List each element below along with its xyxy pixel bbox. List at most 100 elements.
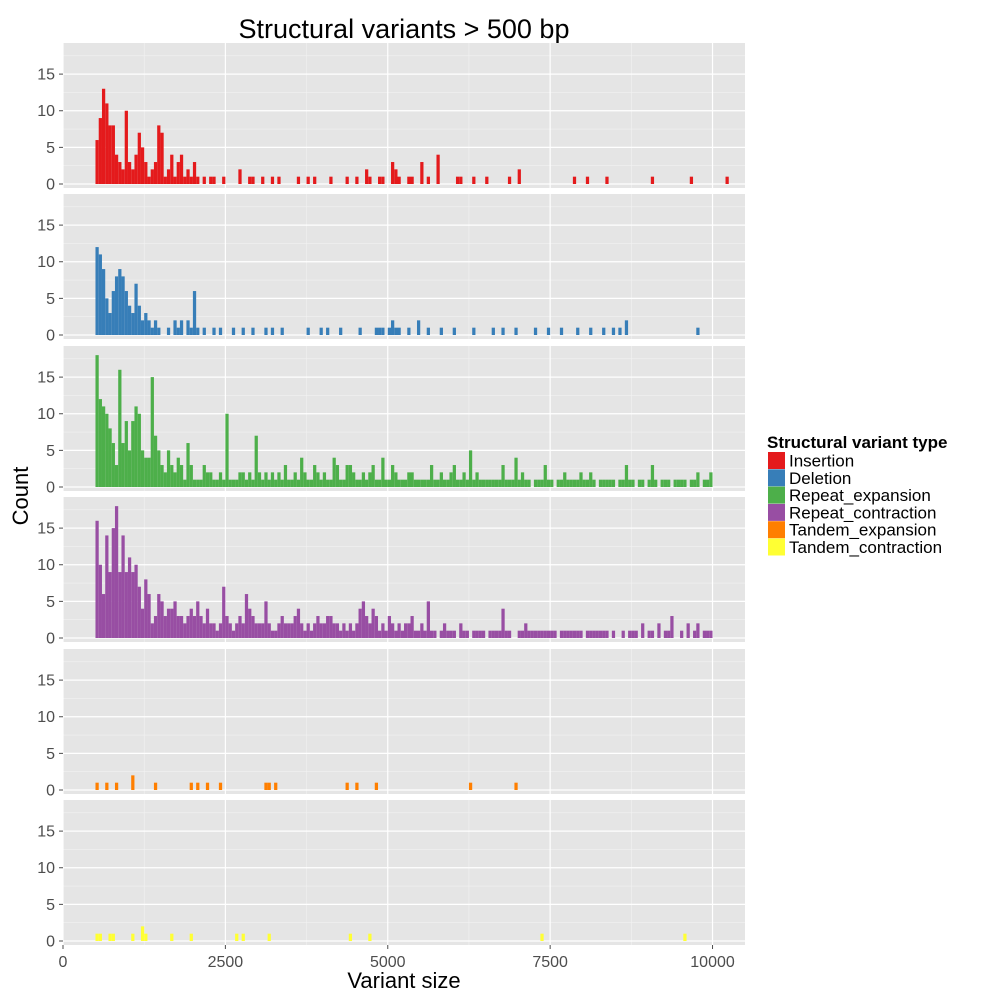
histogram-bar — [202, 465, 206, 487]
histogram-bar — [576, 327, 580, 335]
histogram-bar — [624, 465, 629, 487]
histogram-bar — [147, 176, 151, 184]
histogram-bar — [238, 616, 242, 638]
histogram-bar — [472, 327, 476, 335]
histogram-bar — [348, 465, 353, 487]
histogram-bar — [144, 313, 148, 335]
histogram-bar — [468, 450, 473, 487]
histogram-bar — [420, 479, 424, 487]
histogram-bar — [407, 327, 411, 335]
histogram-bar — [374, 327, 379, 335]
histogram-bar — [608, 479, 612, 487]
histogram-bar — [676, 479, 681, 487]
legend-item-tandem-expansion: Tandem_expansion — [768, 521, 936, 540]
histogram-bar — [426, 176, 430, 184]
histogram-bar — [446, 630, 450, 638]
histogram-bar — [365, 169, 369, 184]
histogram-bar — [173, 472, 177, 487]
histogram-bar — [339, 479, 343, 487]
histogram-bar — [410, 472, 414, 487]
legend-item-repeat-contraction: Repeat_contraction — [768, 503, 936, 522]
histogram-bar — [345, 465, 349, 487]
histogram-bar — [368, 472, 372, 487]
histogram-bar — [95, 520, 99, 638]
histogram-bar — [147, 320, 151, 335]
histogram-bar — [391, 465, 395, 487]
histogram-bar — [192, 479, 197, 487]
histogram-bar — [504, 479, 508, 487]
histogram-bar — [667, 479, 671, 487]
histogram-bar — [101, 88, 106, 184]
histogram-bar — [543, 465, 547, 487]
x-axis-title: Variant size — [347, 968, 460, 993]
legend-item-insertion: Insertion — [768, 452, 854, 471]
histogram-bar — [290, 623, 294, 638]
histogram-bar — [118, 162, 122, 184]
histogram-bar — [300, 623, 304, 638]
histogram-bar — [579, 630, 583, 638]
histogram-bar — [481, 630, 486, 638]
histogram-bar — [280, 479, 284, 487]
histogram-bar — [261, 479, 265, 487]
legend-swatch — [768, 486, 785, 504]
histogram-bar — [277, 472, 281, 487]
y-tick-label: 10 — [37, 254, 55, 271]
histogram-bar — [355, 623, 359, 638]
histogram-bar — [157, 125, 161, 184]
facet-panel-tandem-contraction: 0 5 10 15 — [37, 800, 745, 951]
histogram-bar — [706, 630, 710, 638]
histogram-bar — [127, 162, 132, 184]
histogram-bar — [439, 327, 443, 335]
histogram-bar — [326, 327, 330, 335]
y-tick-label: 10 — [37, 103, 55, 120]
facet-panels: 0 5 10 15 0 5 10 15 0 5 10 15 0 5 10 15 0 5 10 15 0 5 10 15 — [37, 43, 745, 951]
histogram-bar — [257, 623, 262, 638]
histogram-bar — [404, 479, 408, 487]
histogram-bar — [95, 247, 99, 335]
histogram-bar — [124, 291, 128, 335]
histogram-bar — [251, 176, 255, 184]
histogram-bar — [374, 782, 379, 790]
histogram-bar — [105, 535, 109, 638]
histogram-bar — [368, 933, 372, 941]
histogram-bar — [329, 176, 333, 184]
histogram-bar — [127, 305, 132, 335]
histogram-bar — [507, 479, 512, 487]
histogram-bar — [140, 147, 145, 184]
histogram-bar — [384, 479, 388, 487]
histogram-bar — [274, 479, 278, 487]
histogram-bar — [124, 421, 128, 487]
histogram-bar — [358, 327, 362, 335]
histogram-bar — [394, 472, 398, 487]
histogram-bar — [98, 399, 102, 487]
histogram-bar — [400, 630, 404, 638]
histogram-bar — [277, 176, 281, 184]
histogram-bar — [468, 782, 473, 790]
histogram-bar — [387, 479, 392, 487]
histogram-bar — [254, 435, 258, 487]
histogram-bar — [144, 457, 148, 487]
panel-background — [63, 194, 745, 339]
histogram-bar — [121, 169, 125, 184]
histogram-bar — [137, 132, 141, 184]
histogram-bar — [355, 176, 359, 184]
histogram-bar — [235, 623, 239, 638]
histogram-bar — [598, 630, 603, 638]
histogram-bar — [316, 616, 320, 638]
histogram-bar — [111, 933, 115, 941]
histogram-bar — [179, 154, 184, 184]
histogram-bar — [124, 572, 128, 638]
histogram-bar — [332, 457, 336, 487]
histogram-bar — [231, 630, 236, 638]
x-axis: 0 2500 5000 7500 10000 — [59, 945, 735, 971]
histogram-bar — [137, 413, 141, 487]
facet-panel-tandem-expansion: 0 5 10 15 — [37, 649, 745, 800]
histogram-bar — [153, 782, 158, 790]
histogram-bar — [465, 630, 469, 638]
histogram-bar — [504, 630, 508, 638]
histogram-bar — [170, 608, 174, 638]
y-tick-label: 15 — [37, 824, 55, 841]
histogram-bar — [527, 630, 531, 638]
histogram-bar — [189, 608, 193, 638]
histogram-bar — [530, 630, 534, 638]
